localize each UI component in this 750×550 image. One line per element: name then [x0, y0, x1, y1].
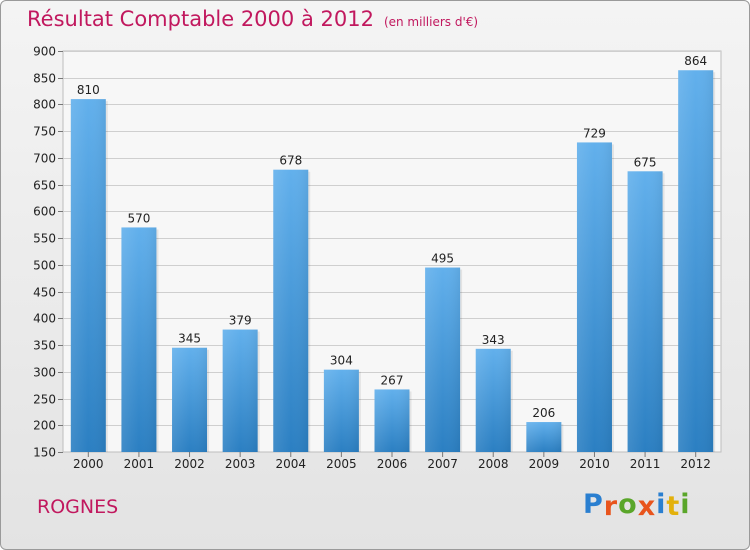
chart-subtitle: (en milliers d'€): [383, 15, 479, 29]
commune-name: ROGNES: [37, 496, 119, 518]
y-tick-label: 550: [33, 232, 56, 246]
logo-letter: r: [603, 491, 619, 522]
y-tick-label: 800: [33, 98, 56, 112]
data-label: 304: [330, 354, 353, 368]
chart-title: Résultat Comptable 2000 à 2012 (en millie…: [27, 7, 478, 31]
logo-letter: P: [583, 489, 604, 520]
bar-highlight: [172, 347, 208, 452]
bar-highlight: [475, 348, 511, 452]
y-tick-label: 350: [33, 339, 56, 353]
logo-letter: t: [666, 491, 681, 522]
bar-highlight: [70, 99, 106, 453]
data-label: 810: [77, 83, 100, 97]
x-tick-label: 2003: [225, 457, 256, 471]
y-tick-label: 150: [33, 446, 56, 460]
data-label: 379: [229, 314, 252, 328]
bar-highlight: [121, 227, 157, 452]
x-tick-label: 2008: [478, 457, 509, 471]
y-tick-label: 200: [33, 419, 56, 433]
x-tick-label: 2012: [680, 457, 711, 471]
bar-highlight: [627, 171, 663, 453]
y-tick-label: 400: [33, 312, 56, 326]
logo-letter: i: [680, 489, 691, 520]
x-tick-label: 2005: [326, 457, 357, 471]
bar-highlight: [273, 169, 309, 453]
bar-highlight: [374, 389, 410, 452]
bar-highlight: [576, 142, 612, 453]
bar-highlight: [222, 329, 258, 452]
y-tick-label: 700: [33, 152, 56, 166]
y-tick-label: 250: [33, 393, 56, 407]
y-tick-label: 650: [33, 179, 56, 193]
chart-title-text: Résultat Comptable 2000 à 2012: [27, 7, 374, 31]
data-label: 206: [532, 406, 555, 420]
data-label: 675: [634, 155, 657, 169]
x-tick-label: 2001: [124, 457, 155, 471]
labels-layer: 150 200 250 300 350 400 450 500 550 600 650 700 750 8…: [33, 45, 711, 472]
y-tick-label: 600: [33, 205, 56, 219]
data-label: 343: [482, 333, 505, 347]
x-tick-label: 2009: [529, 457, 560, 471]
x-tick-label: 2011: [630, 457, 661, 471]
data-label: 678: [279, 154, 302, 168]
data-label: 864: [684, 54, 707, 68]
logo-letter: i: [656, 489, 667, 520]
bars-layer: [70, 70, 716, 453]
y-tick-label: 300: [33, 366, 56, 380]
data-label: 345: [178, 332, 201, 346]
bar-highlight: [526, 422, 562, 452]
data-label: 729: [583, 126, 606, 140]
logo-letter: o: [618, 489, 638, 520]
bar-highlight: [425, 267, 461, 452]
y-tick-label: 850: [33, 72, 56, 86]
y-tick-label: 900: [33, 45, 56, 59]
y-tick-label: 500: [33, 259, 56, 273]
bar-highlight: [323, 369, 359, 452]
x-tick-label: 2000: [73, 457, 104, 471]
x-tick-label: 2002: [174, 457, 205, 471]
data-label: 570: [127, 211, 150, 225]
y-tick-label: 750: [33, 125, 56, 139]
proxiti-logo: Proxiti: [583, 489, 691, 522]
x-tick-label: 2004: [275, 457, 306, 471]
logo-letter: x: [637, 491, 657, 522]
bar-highlight: [678, 70, 714, 453]
data-label: 495: [431, 252, 454, 266]
x-tick-label: 2007: [427, 457, 458, 471]
x-tick-label: 2010: [579, 457, 610, 471]
y-tick-label: 450: [33, 286, 56, 300]
x-tick-label: 2006: [377, 457, 408, 471]
data-label: 267: [381, 373, 404, 387]
